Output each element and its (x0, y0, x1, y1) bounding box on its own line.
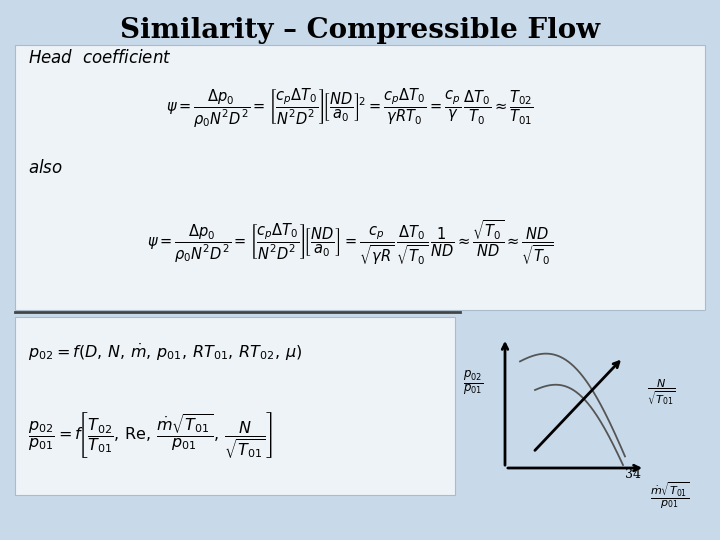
Text: Similarity – Compressible Flow: Similarity – Compressible Flow (120, 17, 600, 44)
FancyBboxPatch shape (15, 45, 705, 310)
Text: $\psi = \dfrac{\Delta p_0}{\rho_0 N^2 D^2} = \left[\dfrac{c_p \Delta T_0}{N^2 D^: $\psi = \dfrac{\Delta p_0}{\rho_0 N^2 D^… (147, 219, 553, 267)
Text: 34: 34 (625, 469, 641, 482)
Text: $p_{02} = f(D,\, N,\, \dot{m},\, p_{01},\, RT_{01},\, RT_{02},\, \mu)$: $p_{02} = f(D,\, N,\, \dot{m},\, p_{01},… (28, 341, 302, 362)
Text: $\mathit{Head\ \ coefficient}$: $\mathit{Head\ \ coefficient}$ (28, 49, 171, 67)
Text: $\dfrac{p_{02}}{p_{01}}$: $\dfrac{p_{02}}{p_{01}}$ (463, 370, 483, 397)
Text: $\psi = \dfrac{\Delta p_0}{\rho_0 N^2 D^2} = \left[\dfrac{c_p \Delta T_0}{N^2 D^: $\psi = \dfrac{\Delta p_0}{\rho_0 N^2 D^… (166, 86, 534, 130)
Text: $\dfrac{N}{\sqrt{T_{01}}}$: $\dfrac{N}{\sqrt{T_{01}}}$ (647, 377, 676, 408)
Text: $\dfrac{\dot{m}\sqrt{T_{01}}}{p_{01}}$: $\dfrac{\dot{m}\sqrt{T_{01}}}{p_{01}}$ (650, 481, 690, 511)
Text: $\mathit{also}$: $\mathit{also}$ (28, 159, 63, 177)
FancyBboxPatch shape (15, 317, 455, 495)
Text: $\dfrac{p_{02}}{p_{01}} = f\!\left[\dfrac{T_{02}}{T_{01}},\,\mathrm{Re},\,\dfrac: $\dfrac{p_{02}}{p_{01}} = f\!\left[\dfra… (28, 410, 273, 460)
